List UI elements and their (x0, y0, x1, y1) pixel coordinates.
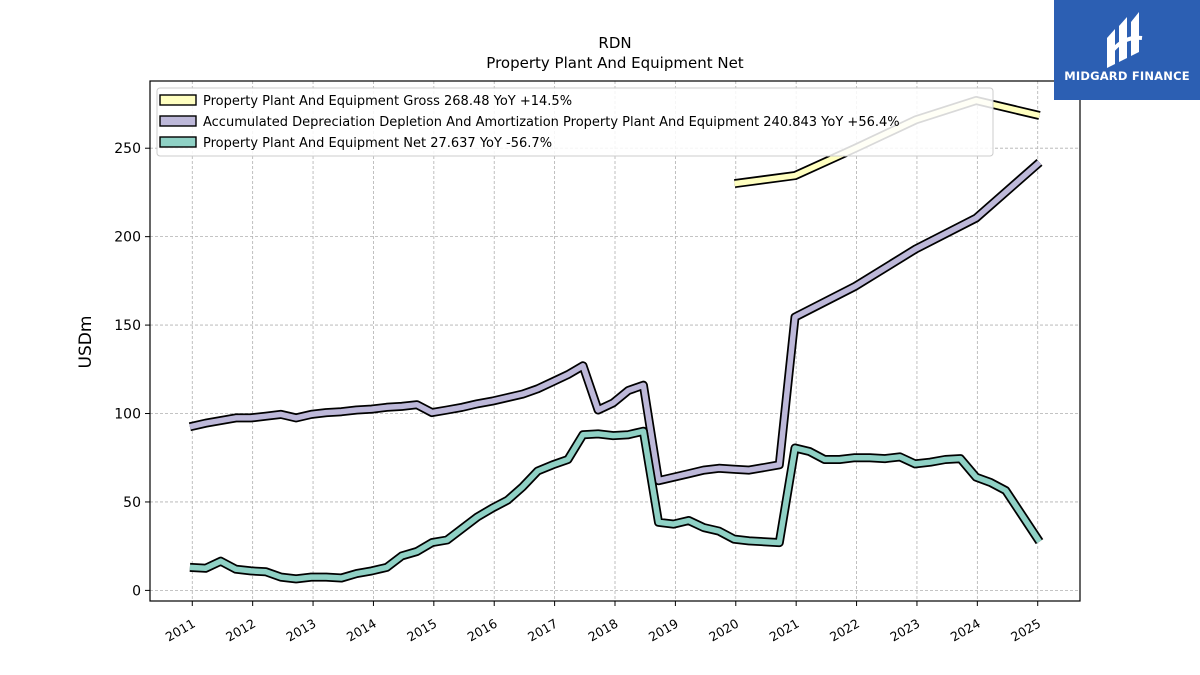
legend: Property Plant And Equipment Gross 268.4… (156, 87, 994, 157)
brand-name: MIDGARD FINANCE (1064, 69, 1190, 83)
legend-box (156, 87, 994, 157)
y-tick-label: 250 (114, 141, 141, 157)
legend-label-2: Accumulated Depreciation Depletion And A… (203, 115, 900, 130)
x-tick-label: 2024 (948, 616, 983, 645)
brand-logo: MIDGARD FINANCE (1054, 0, 1200, 100)
legend-swatch-3 (159, 136, 197, 148)
y-tick-label: 0 (132, 583, 141, 599)
plot-frame (149, 80, 1081, 602)
series-lines (188, 96, 1044, 584)
x-tick-label: 2022 (827, 616, 862, 645)
y-tick-label: 50 (123, 495, 141, 511)
x-tick-label: 2013 (284, 616, 319, 645)
x-tick-label: 2015 (404, 616, 439, 645)
chart-subtitle: Property Plant And Equipment Net (486, 54, 743, 72)
series-line-3 (189, 428, 1042, 582)
y-tick-label: 100 (114, 407, 141, 423)
legend-label-1: Property Plant And Equipment Gross 268.4… (203, 94, 572, 109)
grid (150, 81, 1080, 601)
legend-swatch-2 (159, 115, 197, 127)
y-tick-label: 200 (114, 230, 141, 246)
x-tick-label: 2012 (223, 616, 258, 645)
x-tick-label: 2014 (344, 616, 379, 645)
x-tick-label: 2017 (525, 616, 560, 645)
x-tick-label: 2016 (465, 616, 500, 645)
series-line-2 (189, 160, 1042, 484)
y-axis-label: USDm (76, 316, 96, 369)
midgard-logo-icon (1107, 12, 1143, 68)
chart-title: RDN (598, 34, 631, 52)
x-tick-label: 2020 (706, 616, 741, 645)
x-tick-label: 2011 (163, 616, 198, 645)
x-tick-label: 2025 (1008, 616, 1043, 645)
legend-label-3: Property Plant And Equipment Net 27.637 … (203, 136, 552, 151)
legend-swatch-1 (159, 94, 197, 106)
x-tick-label: 2018 (585, 616, 620, 645)
x-tick-label: 2023 (887, 616, 922, 645)
x-tick-label: 2021 (767, 616, 802, 645)
x-tick-label: 2019 (646, 616, 681, 645)
y-tick-label: 150 (114, 318, 141, 334)
